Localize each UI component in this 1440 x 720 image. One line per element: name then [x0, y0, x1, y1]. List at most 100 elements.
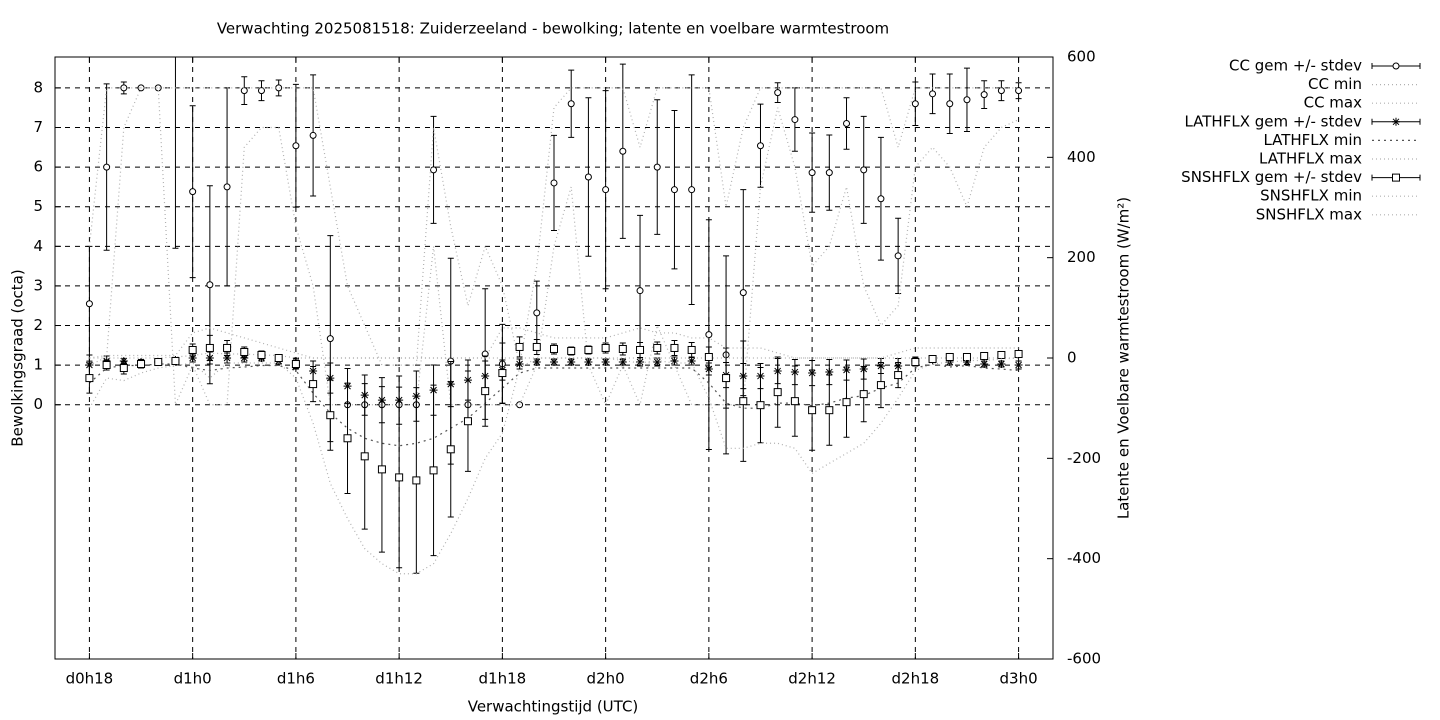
marker: [154, 358, 163, 367]
marker: [636, 345, 645, 354]
y2-axis-label: Latente en Voelbare warmtestroom (W/m²): [1115, 197, 1133, 519]
marker: [704, 352, 713, 361]
marker: [618, 344, 627, 353]
x-tick-label: d1h0: [174, 670, 212, 688]
marker: [963, 96, 971, 104]
marker: [102, 361, 111, 370]
marker: [532, 358, 541, 367]
x-axis-label: Verwachtingstijd (UTC): [468, 698, 639, 716]
marker: [550, 344, 558, 353]
marker: [223, 183, 231, 191]
marker: [257, 87, 265, 95]
legend-marker: [1392, 117, 1400, 126]
marker: [1014, 349, 1023, 358]
marker: [498, 369, 507, 378]
error-bar: [172, 57, 179, 249]
marker: [790, 397, 799, 406]
marker: [601, 343, 610, 352]
chart-title: Verwachting 2025081518: Zuiderzeeland - …: [217, 20, 889, 38]
legend-label: CC min: [1308, 75, 1362, 93]
marker: [602, 186, 610, 194]
legend-label: SNSHFLX gem +/- stdev: [1181, 168, 1362, 186]
legend-label: LATHFLX min: [1263, 131, 1362, 149]
marker: [825, 169, 833, 177]
y-tick-label: 2: [33, 316, 43, 334]
marker: [894, 252, 902, 260]
marker: [360, 452, 369, 461]
marker: [446, 445, 455, 454]
marker: [739, 397, 748, 406]
y-tick-label: 7: [33, 118, 43, 136]
marker: [601, 358, 610, 367]
legend-marker: [1392, 173, 1400, 182]
y2-tick-label: -400: [1067, 549, 1101, 567]
marker: [894, 371, 903, 380]
marker: [584, 358, 593, 367]
marker: [172, 49, 178, 55]
marker: [515, 342, 524, 351]
marker: [843, 120, 851, 128]
marker: [188, 345, 197, 354]
marker: [773, 388, 782, 397]
marker: [618, 358, 627, 367]
marker: [515, 360, 524, 369]
marker: [688, 186, 696, 194]
y-tick-label: 4: [33, 237, 43, 255]
marker: [240, 347, 249, 356]
x-tick-label: d1h18: [479, 670, 527, 688]
marker: [291, 360, 300, 369]
marker: [980, 360, 989, 369]
marker: [808, 169, 816, 177]
marker: [430, 166, 438, 174]
y2-tick-label: 200: [1067, 248, 1096, 266]
plot-area: [55, 49, 1053, 659]
marker: [1014, 361, 1023, 370]
x-tick-label: d2h6: [690, 670, 728, 688]
marker: [274, 354, 283, 362]
marker: [463, 417, 472, 426]
y-tick-label: 5: [33, 197, 43, 215]
marker: [240, 354, 249, 362]
marker: [584, 345, 593, 354]
legend-label: CC gem +/- stdev: [1229, 57, 1362, 75]
y-tick-label: 8: [33, 78, 43, 96]
marker: [1015, 87, 1023, 95]
marker: [240, 87, 248, 95]
y2-tick-label: -600: [1067, 650, 1101, 668]
range-line: [88, 357, 1019, 575]
y-tick-label: 6: [33, 158, 43, 176]
y2-tick-label: -200: [1067, 449, 1101, 467]
marker: [567, 100, 575, 108]
marker: [860, 166, 868, 174]
marker: [85, 374, 94, 383]
marker: [911, 358, 920, 367]
marker: [550, 179, 558, 187]
legend-label: SNSHFLX min: [1260, 187, 1362, 205]
marker: [705, 331, 713, 339]
marker: [533, 309, 541, 317]
marker: [206, 281, 214, 289]
x-tick-label: d1h12: [375, 670, 423, 688]
y2-tick-label: 600: [1067, 48, 1096, 66]
marker: [550, 358, 558, 367]
marker: [842, 398, 851, 407]
legend-marker: [1392, 62, 1400, 70]
x-tick-label: d2h0: [587, 670, 625, 688]
marker: [997, 87, 1005, 95]
marker: [567, 358, 576, 367]
marker: [653, 343, 662, 352]
legend-label: LATHFLX gem +/- stdev: [1184, 112, 1362, 130]
marker: [223, 343, 232, 352]
marker: [619, 147, 627, 155]
marker: [205, 343, 214, 352]
marker: [704, 365, 713, 374]
marker: [859, 390, 868, 399]
range-line: [89, 327, 1019, 359]
marker: [911, 100, 919, 108]
marker: [567, 346, 576, 355]
legend-label: CC max: [1304, 94, 1363, 112]
marker: [928, 355, 937, 364]
marker: [188, 354, 197, 362]
marker: [756, 142, 764, 150]
